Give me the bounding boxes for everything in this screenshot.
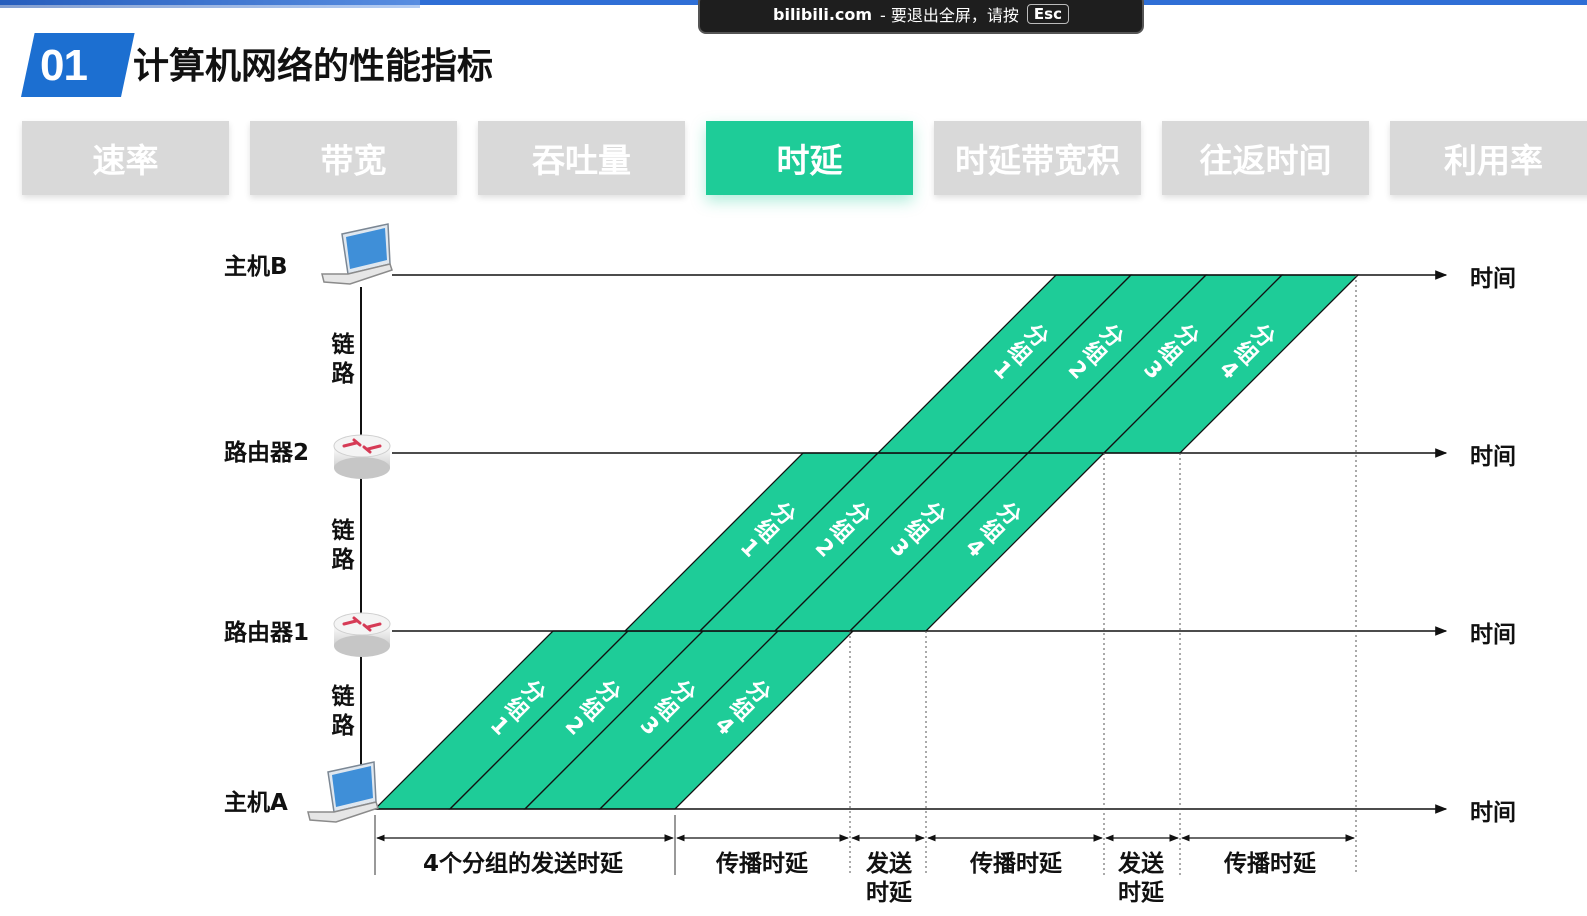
- link-label-3a: 链: [332, 683, 355, 710]
- interval-label-send-3a: 发送: [1117, 850, 1164, 877]
- node-label-router2: 路由器2: [224, 439, 309, 466]
- page-title: 计算机网络的性能指标: [133, 46, 494, 87]
- link-label-2a: 链: [332, 517, 355, 544]
- router-icon: [333, 612, 391, 657]
- time-label-router1: 时间: [1470, 622, 1516, 648]
- tab-throughput[interactable]: 吞吐量: [478, 121, 685, 195]
- router-icon: [333, 434, 391, 479]
- link-label-3b: 路: [332, 712, 356, 739]
- top-accent-fade: [0, 0, 420, 8]
- link-label-1b: 路: [332, 360, 356, 387]
- interval-label-prop-2: 传播时延: [969, 851, 1063, 877]
- time-label-router2: 时间: [1470, 444, 1516, 470]
- interval-label-send-4: 4个分组的发送时延: [423, 850, 624, 877]
- node-label-hostA: 主机A: [224, 790, 288, 816]
- interval-label-prop-3: 传播时延: [1223, 851, 1317, 877]
- tab-utilization[interactable]: 利用率: [1390, 121, 1587, 195]
- time-label-hostB: 时间: [1470, 266, 1516, 292]
- dotted-guides: [849, 275, 1357, 875]
- time-label-hostA: 时间: [1470, 800, 1516, 826]
- fullscreen-exit-notice: bilibili.com - 要退出全屏，请按 Esc: [698, 0, 1144, 34]
- esc-key-badge[interactable]: Esc: [1026, 4, 1069, 24]
- interval-label-send-3b: 时延: [1118, 880, 1165, 906]
- tab-rate[interactable]: 速率: [22, 121, 229, 195]
- section-number: 01: [40, 41, 88, 90]
- laptop-icon: [307, 761, 379, 823]
- topic-tabs: 速率 带宽 吞吐量 时延 时延带宽积 往返时间 利用率: [22, 121, 1587, 195]
- tab-round-trip-time[interactable]: 往返时间: [1162, 121, 1369, 195]
- interval-label-send-2a: 发送: [865, 850, 912, 877]
- notice-site: bilibili.com: [773, 4, 873, 24]
- tab-delay[interactable]: 时延: [706, 121, 913, 195]
- laptop-icon: [321, 223, 393, 285]
- tab-bandwidth[interactable]: 带宽: [250, 121, 457, 195]
- link-label-1a: 链: [332, 331, 355, 358]
- interval-label-prop-1: 传播时延: [715, 851, 809, 877]
- interval-label-send-2b: 时延: [866, 880, 913, 906]
- notice-message: - 要退出全屏，请按: [880, 6, 1019, 25]
- node-label-hostB: 主机B: [224, 254, 288, 280]
- tab-delay-bandwidth-product[interactable]: 时延带宽积: [934, 121, 1141, 195]
- link-label-2b: 路: [332, 546, 356, 573]
- node-label-router1: 路由器1: [224, 619, 309, 646]
